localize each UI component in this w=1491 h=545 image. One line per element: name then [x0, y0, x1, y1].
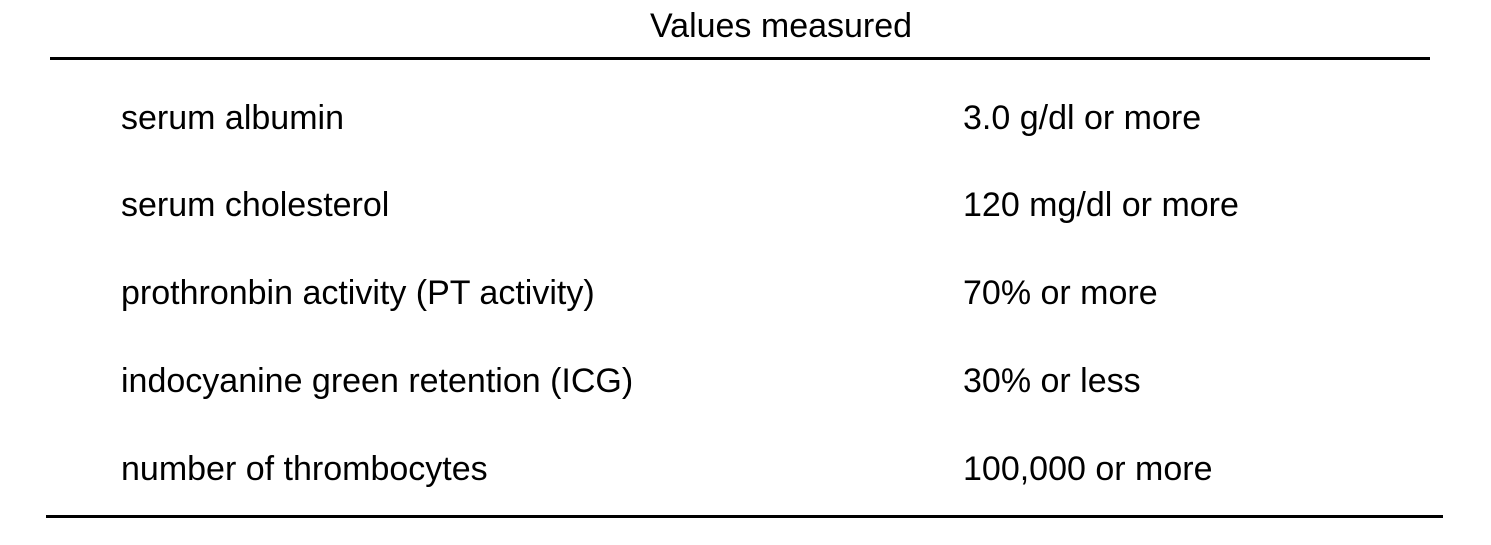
row-label: number of thrombocytes [121, 447, 488, 491]
top-rule [50, 57, 1430, 60]
row-value: 30% or less [963, 359, 1141, 403]
row-value: 3.0 g/dl or more [963, 96, 1201, 140]
row-label: prothronbin activity (PT activity) [121, 271, 595, 315]
table-row: serum albumin 3.0 g/dl or more [0, 96, 1491, 140]
table-row: indocyanine green retention (ICG) 30% or… [0, 359, 1491, 403]
bottom-rule [46, 515, 1443, 518]
row-label: serum albumin [121, 96, 344, 140]
row-value: 120 mg/dl or more [963, 183, 1239, 227]
table-row: number of thrombocytes 100,000 or more [0, 447, 1491, 491]
row-value: 100,000 or more [963, 447, 1213, 491]
row-value: 70% or more [963, 271, 1158, 315]
table-row: serum cholesterol 120 mg/dl or more [0, 183, 1491, 227]
table-row: prothronbin activity (PT activity) 70% o… [0, 271, 1491, 315]
values-measured-header: Values measured [650, 4, 912, 48]
row-label: serum cholesterol [121, 183, 389, 227]
row-label: indocyanine green retention (ICG) [121, 359, 633, 403]
